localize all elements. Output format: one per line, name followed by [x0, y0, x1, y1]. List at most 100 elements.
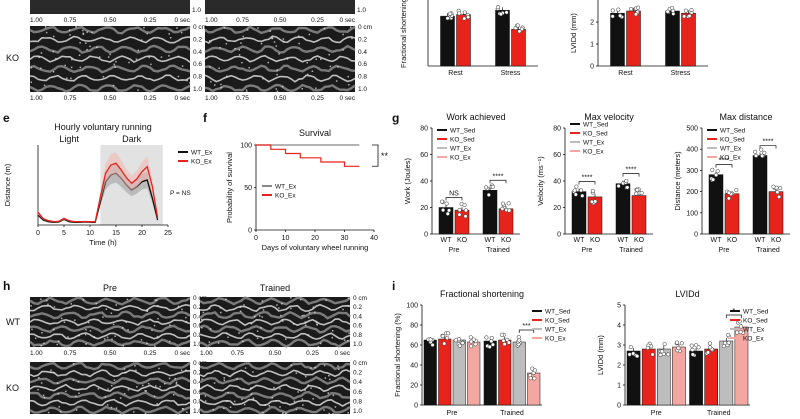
echo-top-ko-trained-speckle [301, 88, 303, 90]
echo-top-ko-trained-speckle [351, 37, 353, 40]
g1-point [507, 208, 512, 213]
i2-point [645, 345, 650, 350]
echo-top-ko-pre-band [29, 64, 191, 74]
i1-legend-label: KO_Ex [545, 336, 566, 343]
echo-h-image-speckle [293, 323, 295, 325]
echo-top-ko-trained-speckle [238, 54, 241, 56]
echo-h-image-speckle [123, 368, 126, 370]
g1-point [439, 199, 445, 204]
i2-legend-label: KO_Sed [743, 318, 768, 325]
echo-h-image-band [199, 398, 351, 408]
g3-ylabel: Distance (meters) [673, 151, 682, 211]
i2-point [690, 347, 695, 352]
echo-top-ko-trained-speckle [248, 66, 250, 69]
echo-top-wt-pre-xtick: 0.25 [144, 17, 157, 24]
echo-h-image-speckle [290, 364, 292, 366]
e-legend-label: WT_Ex [191, 150, 213, 157]
echo-h-image-speckle [70, 303, 72, 305]
echo-h-image-speckle [153, 324, 156, 327]
echo-h-image-speckle [104, 396, 107, 398]
echo-h-image-speckle [285, 412, 287, 414]
echo-h-image-speckle [347, 340, 349, 342]
echo-h-xtick: 0.25 [306, 350, 319, 357]
echo-h-image-speckle [53, 306, 56, 308]
f-sig-bracket [372, 144, 379, 167]
echo-h-image-speckle [238, 332, 240, 334]
echo-h-image-speckle [157, 305, 159, 307]
echo-h-image-speckle [53, 371, 55, 374]
echo-top-ko-pre-speckle [86, 48, 88, 51]
d_partial_lvidd-point [610, 8, 615, 13]
e-xtick-label: 5 [62, 230, 66, 237]
echo-h-image-speckle [264, 404, 267, 406]
echo-top-ko-pre-speckle [82, 32, 84, 35]
echo-h-image-speckle [50, 369, 52, 371]
echo-h-image-speckle [315, 321, 318, 324]
i2-point [627, 352, 632, 357]
i2-ytick-label: 0 [617, 403, 621, 410]
g3-point [734, 188, 739, 193]
echo-h-xtick: 0 sec [334, 350, 350, 357]
g3-ytick-label: 100 [686, 210, 698, 217]
echo-h-image-speckle [312, 398, 314, 400]
echo-h-image-speckle [59, 411, 62, 413]
i2-point [738, 324, 744, 329]
echo-h-image-speckle [343, 339, 346, 341]
echo-h-image-speckle [65, 390, 67, 393]
f-xtick-label: 30 [341, 235, 349, 242]
echo-top-ko-pre-speckle [189, 82, 191, 84]
g3-bar [708, 174, 724, 235]
echo-h-image-speckle [125, 321, 127, 323]
echo-h-image-speckle [301, 315, 303, 317]
echo-top-ko-trained-speckle [323, 27, 326, 30]
echo-h-image [30, 362, 190, 414]
g2-ylabel: Velocity (ms⁻¹) [536, 156, 545, 206]
echo-h-image-speckle [223, 407, 225, 410]
e-light-label: Light [59, 134, 79, 144]
i2-point [726, 340, 731, 345]
echo-top-ko-trained-speckle [245, 89, 248, 91]
echo-top-ko-pre-speckle [43, 84, 46, 87]
g2-bar [615, 183, 631, 235]
echo-top-ko-trained-speckle [219, 47, 221, 49]
echo-h-image-speckle [323, 364, 326, 367]
echo-top-ko-pre-ytick: 0.6 [193, 61, 202, 68]
echo-h-image-speckle [122, 327, 124, 329]
echo-h-image-band [199, 310, 351, 320]
echo-top-ko-trained-speckle [260, 42, 263, 45]
echo-top-wt-trained-xtick: 0.50 [274, 17, 287, 24]
d_partial_lvidd-category-label: Rest [618, 70, 632, 77]
i2-bar [704, 348, 718, 406]
echo-h-image-speckle [182, 408, 185, 410]
g3-point [710, 167, 715, 172]
echo-h-image-band [30, 303, 191, 312]
echo-h-image-speckle [212, 408, 214, 411]
echo-h-image-speckle [106, 404, 109, 406]
echo-top-ko-pre-speckle [82, 29, 84, 32]
echo-h-image-speckle [223, 377, 225, 379]
echo-h-ytick: 0 cm [353, 360, 367, 367]
echo-top-ko-pre-speckle [45, 31, 48, 34]
echo-top-ko-pre-speckle [137, 89, 139, 91]
echo-top-ko-trained-ytick: 0.4 [358, 49, 367, 56]
echo-top-ko-pre-speckle [52, 71, 55, 73]
g1-point [447, 208, 452, 213]
g3-sig-label: **** [763, 139, 774, 146]
echo-h-image-speckle [229, 406, 232, 408]
g3-point [775, 190, 780, 195]
echo-top-ko-trained-speckle [262, 77, 264, 80]
g3-point [753, 149, 758, 154]
i2-point [706, 350, 711, 355]
f-title: Survival [299, 128, 331, 138]
echo-top-wt-pre-xtick: 0.75 [64, 17, 77, 24]
echo-top-ko-trained-speckle [315, 58, 317, 60]
echo-h-image-speckle [319, 342, 322, 345]
i1-point [490, 342, 495, 347]
i2-ytick-label: 4 [617, 323, 621, 330]
echo-h-image-speckle [168, 377, 171, 380]
echo-h-image-band [29, 405, 191, 415]
echo-h-image-speckle [146, 342, 148, 344]
i2-point [707, 345, 713, 350]
i2-legend-label: KO_Ex [743, 336, 764, 343]
